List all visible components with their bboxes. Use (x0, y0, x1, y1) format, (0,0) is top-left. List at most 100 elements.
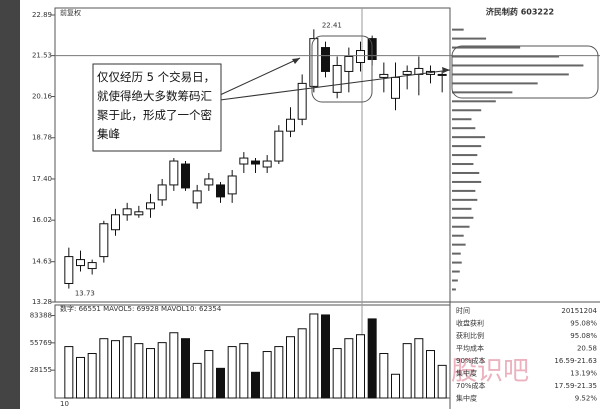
watermark: 股识吧 (451, 357, 529, 387)
volume-bar (297, 328, 307, 399)
info-key: 70%成本 (456, 381, 486, 390)
chip-bar (452, 46, 521, 49)
chip-bar (452, 100, 496, 103)
candle-body (87, 262, 97, 270)
volume-bar (181, 338, 190, 399)
x-label: 10 (60, 400, 69, 408)
chip-bar (452, 270, 460, 273)
chip-bar (452, 207, 472, 210)
candle-body (356, 50, 365, 63)
low-label: 13.73 (75, 290, 95, 298)
chip-bar (452, 55, 560, 58)
volume-header: 数字: 66551 MAVOL5: 69928 MAVOL10: 62354 (60, 304, 222, 313)
volume-bar (146, 348, 155, 399)
candle-body (181, 163, 190, 189)
candle-body (227, 175, 237, 195)
high-label: 22.41 (322, 21, 342, 29)
volume-bar (379, 353, 389, 399)
volume-bar (64, 346, 74, 399)
chip-bar (452, 82, 538, 85)
highlight (451, 45, 599, 99)
chip-bar (452, 118, 472, 121)
volume-bar (227, 346, 237, 399)
arrow-head (292, 58, 300, 64)
chip-bar (452, 189, 476, 192)
chip-bar (452, 252, 461, 255)
y-tick-label: 14.63 (32, 258, 52, 266)
chip-bar (452, 243, 466, 246)
volume-bar (111, 340, 120, 399)
volume-bar (402, 343, 412, 399)
candle-body (111, 214, 120, 231)
info-key: 获利比例 (456, 331, 484, 340)
info-value: 95.08% (570, 320, 597, 328)
candle-body (286, 118, 295, 132)
candle-body (216, 184, 225, 198)
chip-bar (452, 180, 482, 183)
info-value: 9.52% (575, 395, 598, 403)
volume-bar (76, 356, 85, 399)
volume-bar (274, 346, 284, 399)
chip-bar (452, 198, 478, 201)
chip-bar (452, 288, 456, 291)
candle-body (192, 190, 202, 204)
info-key: 收盘获利 (456, 319, 484, 328)
candle-body (204, 178, 214, 186)
candle-body (402, 70, 412, 75)
candle-body (122, 208, 132, 216)
candle-body (239, 157, 249, 165)
volume-bar (414, 338, 424, 399)
chip-bar (452, 91, 513, 94)
volume-bar (216, 367, 225, 399)
candle-body (437, 73, 447, 76)
candle-body (262, 160, 272, 168)
chip-bar (452, 127, 476, 130)
volume-bar (437, 364, 447, 399)
vol-tick-label: 83388 (30, 312, 52, 320)
y-tick-label: 21.53 (32, 52, 52, 60)
info-key: 平均成本 (456, 344, 484, 353)
y-tick-label: 22.89 (32, 11, 52, 19)
y-tick-label: 16.02 (32, 216, 52, 224)
y-tick-label: 13.28 (32, 298, 52, 306)
volume-bar (99, 338, 109, 399)
chip-bar (452, 37, 487, 40)
candle-body (169, 160, 179, 186)
chip-bar (452, 225, 470, 228)
stock-name: 济民制药 603222 (486, 7, 554, 17)
candle-body (379, 73, 389, 78)
volume-bar (192, 362, 202, 399)
arrow (219, 57, 301, 96)
volume-bar (134, 343, 144, 399)
vol-tick-label: 55769 (30, 339, 52, 347)
info-value: 13.19% (570, 370, 597, 378)
volume-bar (87, 353, 97, 399)
volume-bar (157, 342, 167, 399)
volume-bar (332, 348, 342, 399)
volume-bar (367, 318, 377, 399)
volume-bar (204, 350, 214, 399)
volume-bar (262, 351, 272, 399)
candle-body (146, 202, 155, 210)
chip-bar (452, 261, 462, 264)
volume-bar (122, 336, 132, 399)
candle-body (344, 56, 354, 72)
y-tick-label: 17.40 (32, 175, 52, 183)
candle-body (64, 256, 74, 284)
volume-bar (169, 332, 179, 399)
volume-bar (391, 373, 400, 399)
chip-bar (452, 136, 486, 139)
volume-bar (239, 343, 249, 399)
chip-bar (452, 216, 474, 219)
title: 前复权 (60, 8, 81, 17)
y-tick-label: 20.16 (32, 93, 53, 101)
chip-bar (452, 73, 569, 76)
info-key: 90%成本 (456, 356, 486, 365)
chip-bar (452, 171, 480, 174)
candle-body (391, 76, 400, 99)
info-value: 17.59-21.35 (554, 382, 597, 390)
chip-bar (452, 109, 482, 112)
volume-bar (309, 313, 319, 399)
volume-bar (251, 371, 260, 399)
